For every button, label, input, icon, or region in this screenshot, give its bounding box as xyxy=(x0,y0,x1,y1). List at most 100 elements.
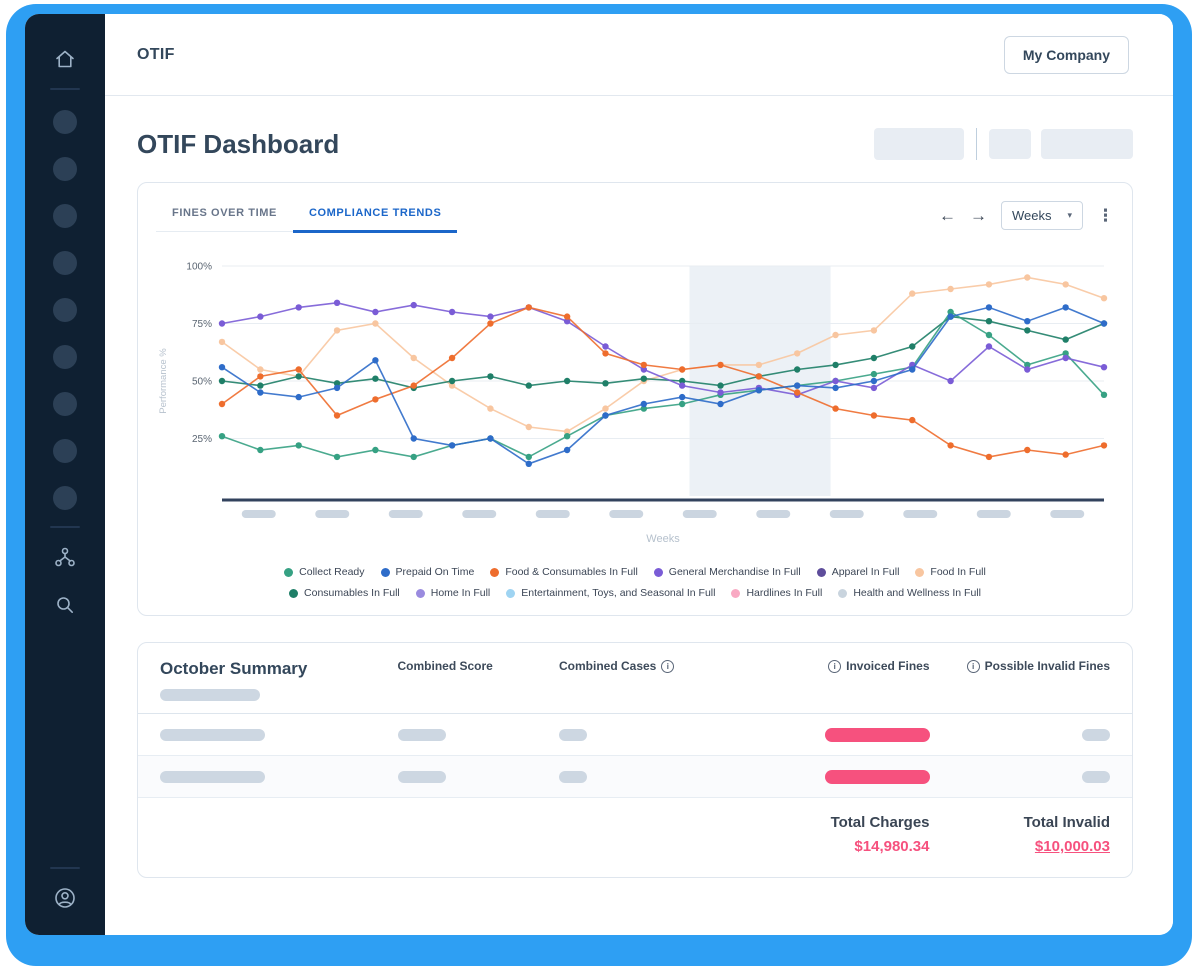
column-invoiced-fines: Invoiced Fines xyxy=(759,659,930,673)
legend-dot-icon xyxy=(380,567,390,577)
october-summary-card: October Summary Combined Score Combined … xyxy=(137,642,1133,878)
legend-label: Apparel In Full xyxy=(831,566,900,578)
legend-label: Prepaid On Time xyxy=(395,566,475,578)
loading-control-placeholder xyxy=(989,129,1031,159)
loading-pill xyxy=(397,728,446,741)
legend-item: Food & Consumables In Full xyxy=(490,566,638,578)
topbar: OTIF My Company xyxy=(105,14,1173,96)
legend-item: Collect Ready xyxy=(284,566,365,578)
header-controls xyxy=(874,128,1133,160)
legend-dot-icon xyxy=(816,567,826,577)
info-icon[interactable] xyxy=(828,659,842,673)
svg-text:Performance %: Performance % xyxy=(158,348,169,414)
loading-pill xyxy=(559,728,587,741)
total-charges-value: $14,980.34 xyxy=(854,838,930,855)
legend-item: Prepaid On Time xyxy=(380,566,475,578)
home-icon[interactable] xyxy=(52,46,78,72)
nav-placeholder-dot xyxy=(53,439,77,463)
tab-fines-over-time[interactable]: FINES OVER TIME xyxy=(172,207,277,219)
legend-dot-icon xyxy=(731,588,741,598)
controls-divider xyxy=(976,128,977,160)
main-content: OTIF My Company OTIF Dashboard xyxy=(105,14,1173,935)
nav-placeholder-dot xyxy=(53,486,77,510)
legend-label: Hardlines In Full xyxy=(746,587,823,599)
profile-icon[interactable] xyxy=(52,885,78,911)
tab-compliance-trends[interactable]: COMPLIANCE TRENDS xyxy=(292,197,458,233)
chart-legend: Collect Ready Prepaid On Time Food & Consu… xyxy=(225,566,1045,599)
network-icon[interactable] xyxy=(52,544,78,570)
loading-control-placeholder xyxy=(1041,129,1133,159)
next-arrow-icon[interactable]: → xyxy=(969,206,987,225)
nav-placeholder-dot xyxy=(53,110,77,134)
svg-text:25%: 25% xyxy=(192,434,212,445)
summary-row xyxy=(138,714,1132,756)
loading-pill xyxy=(1082,770,1110,783)
nav-placeholder-dot xyxy=(53,345,77,369)
nav-placeholder-dot xyxy=(53,157,77,181)
my-company-button[interactable]: My Company xyxy=(1003,35,1129,74)
legend-item: Apparel In Full xyxy=(816,566,900,578)
total-charges-block: Total Charges $14,980.34 xyxy=(759,814,930,855)
legend-label: Health and Wellness In Full xyxy=(853,587,981,599)
compliance-trends-chart: 100% 75% 50% 25% Weeks Performance % xyxy=(158,262,1108,545)
period-select[interactable]: Weeks ▾ xyxy=(1000,201,1083,230)
total-invalid-label: Total Invalid xyxy=(1023,814,1110,831)
summary-title: October Summary xyxy=(160,659,308,678)
legend-label: General Merchandise In Full xyxy=(668,566,801,578)
total-charges-label: Total Charges xyxy=(830,814,930,831)
loading-pill xyxy=(397,770,446,783)
nav-placeholder-dot xyxy=(53,251,77,275)
legend-dot-icon xyxy=(284,567,294,577)
summary-header: October Summary Combined Score Combined … xyxy=(138,643,1132,714)
legend-dot-icon xyxy=(289,588,299,598)
svg-text:50%: 50% xyxy=(192,377,212,388)
info-icon[interactable] xyxy=(661,659,675,673)
compliance-trends-card: FINES OVER TIME COMPLIANCE TRENDS ← → We… xyxy=(137,182,1133,616)
loading-pill xyxy=(1082,728,1110,741)
column-combined-score: Combined Score xyxy=(397,659,493,673)
legend-dot-icon xyxy=(490,567,500,577)
legend-label: Collect Ready xyxy=(299,566,365,578)
loading-control-placeholder xyxy=(874,128,964,160)
sidebar-divider xyxy=(50,88,80,90)
kebab-menu-icon[interactable]: ⋮ xyxy=(1097,206,1114,225)
chevron-down-icon: ▾ xyxy=(1067,210,1072,220)
column-possible-invalid-fines: Possible Invalid Fines xyxy=(930,659,1110,673)
search-icon[interactable] xyxy=(52,592,78,618)
legend-item: Home In Full xyxy=(415,587,491,599)
page-header: OTIF Dashboard xyxy=(137,128,1133,160)
page-title: OTIF Dashboard xyxy=(137,128,340,159)
legend-dot-icon xyxy=(506,588,516,598)
nav-placeholder-dot xyxy=(53,204,77,228)
legend-dot-icon xyxy=(915,567,925,577)
legend-item: Consumables In Full xyxy=(289,587,400,599)
chart-tabs: FINES OVER TIME COMPLIANCE TRENDS xyxy=(156,197,458,233)
svg-text:100%: 100% xyxy=(186,262,212,273)
loading-pill xyxy=(160,689,260,701)
legend-dot-icon xyxy=(838,588,848,598)
chart-controls: ← → Weeks ▾ ⋮ xyxy=(939,197,1114,230)
info-icon[interactable] xyxy=(966,659,980,673)
legend-label: Food In Full xyxy=(930,566,986,578)
legend-label: Food & Consumables In Full xyxy=(505,566,638,578)
legend-item: General Merchandise In Full xyxy=(653,566,801,578)
legend-item: Food In Full xyxy=(915,566,986,578)
legend-label: Entertainment, Toys, and Seasonal In Ful… xyxy=(521,587,716,599)
period-select-value: Weeks xyxy=(1011,208,1052,223)
legend-label: Home In Full xyxy=(430,587,491,599)
prev-arrow-icon[interactable]: ← xyxy=(938,206,956,225)
summary-row xyxy=(138,756,1132,798)
legend-label: Consumables In Full xyxy=(304,587,400,599)
nav-placeholder-dot xyxy=(53,298,77,322)
app-window: OTIF My Company OTIF Dashboard xyxy=(25,14,1173,935)
sidebar xyxy=(25,14,105,935)
svg-text:75%: 75% xyxy=(192,319,212,330)
device-frame: OTIF My Company OTIF Dashboard xyxy=(6,4,1192,966)
legend-item: Hardlines In Full xyxy=(731,587,822,599)
total-invalid-block: Total Invalid $10,000.03 xyxy=(930,814,1110,855)
invoiced-fine-pill xyxy=(824,727,930,742)
total-invalid-link[interactable]: $10,000.03 xyxy=(1034,838,1110,855)
loading-pill xyxy=(559,770,587,783)
summary-title-block: October Summary xyxy=(160,659,398,701)
nav-placeholder-dot xyxy=(53,392,77,416)
